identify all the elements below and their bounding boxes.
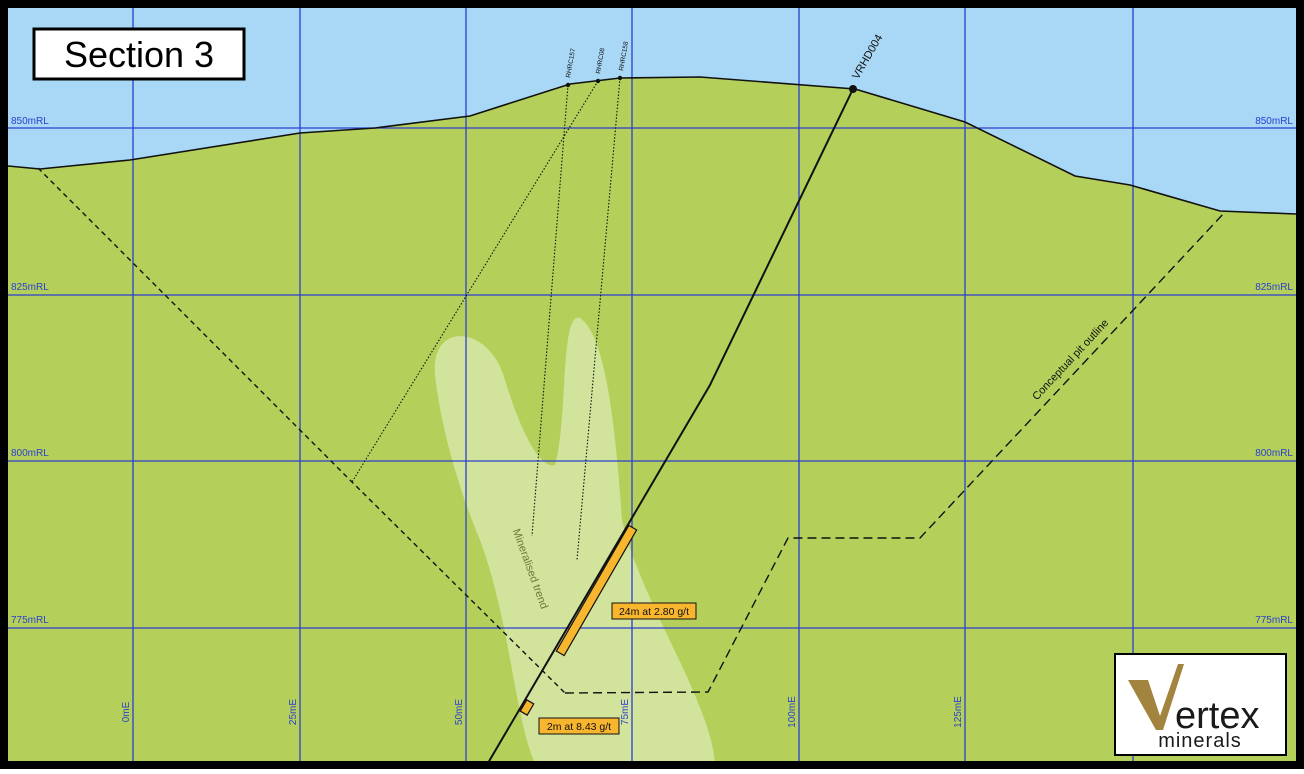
rhrc08-collar	[595, 78, 601, 84]
rhrc08-label: RHRC08	[595, 47, 606, 74]
me-label-75: 75mE	[620, 699, 631, 725]
me-label-100: 100mE	[787, 696, 798, 728]
grid-lines	[8, 8, 1296, 763]
svg-text:ertex: ertex	[1175, 695, 1259, 737]
rl-label-850-left: 850mRL	[11, 116, 49, 127]
mineralised-zone	[434, 317, 715, 763]
title-box	[32, 27, 246, 81]
me-label-50: 50mE	[454, 699, 465, 725]
section-title: Section 3	[64, 34, 214, 75]
vertex-minerals-logo: ertex minerals	[1114, 653, 1287, 756]
rc-drill-traces	[351, 77, 621, 561]
lower-intercept-box	[538, 717, 620, 735]
me-label-25: 25mE	[288, 699, 299, 725]
upper-intercept-label: 24m at 2.80 g/t	[619, 606, 689, 618]
rl-label-850-right: 850mRL	[1255, 116, 1293, 127]
svg-text:minerals: minerals	[1158, 730, 1242, 752]
rl-label-775-right: 775mRL	[1255, 615, 1293, 626]
ground-area	[8, 77, 1296, 763]
rl-label-800-right: 800mRL	[1255, 448, 1293, 459]
me-label-125: 125mE	[953, 696, 964, 728]
lower-intercept-bar	[519, 699, 535, 716]
vrhd004-collar	[849, 85, 857, 93]
rhrc157-collar	[565, 82, 571, 88]
rl-label-775-left: 775mRL	[11, 615, 49, 626]
rl-label-825-left: 825mRL	[11, 282, 49, 293]
rhrc158-collar	[617, 75, 623, 81]
upper-intercept-box	[611, 602, 697, 620]
pit-outline-left	[37, 167, 566, 694]
vrhd004-trace	[487, 88, 854, 764]
pit-outline-right	[564, 211, 1226, 694]
lower-intercept-label: 2m at 8.43 g/t	[547, 721, 611, 733]
rl-label-825-right: 825mRL	[1255, 282, 1293, 293]
rl-label-800-left: 800mRL	[11, 448, 49, 459]
upper-intercept-bar	[555, 524, 638, 657]
me-label-0: 0mE	[121, 701, 132, 722]
